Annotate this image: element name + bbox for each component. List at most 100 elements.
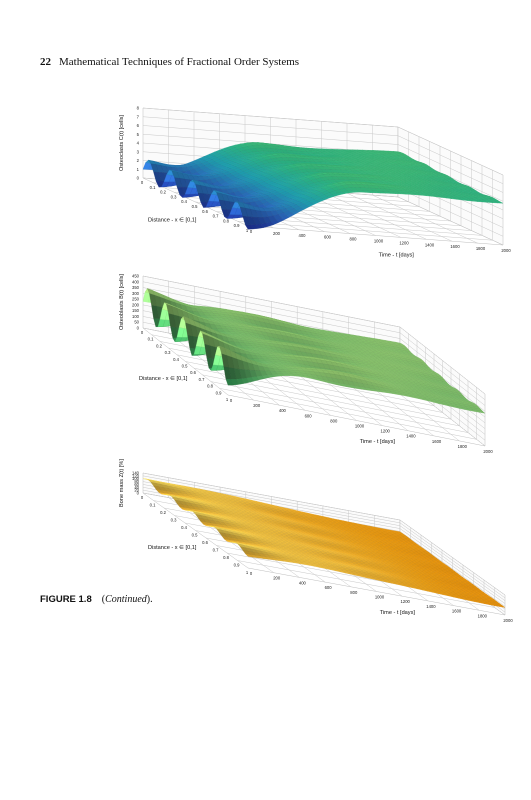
x-axis-label: Distance - x ∈ [0,1] (139, 375, 188, 382)
x-tick-label: 0.4 (173, 357, 179, 362)
surface-plot-2: 05010015020025030035040045000.10.20.30.4… (119, 274, 493, 455)
z-tick-label: 0 (137, 491, 140, 496)
z-tick-label: 100 (132, 476, 140, 481)
x-tick-label: 0.3 (165, 350, 171, 355)
running-head: 22 Mathematical Techniques of Fractional … (40, 56, 299, 68)
z-tick-label: 400 (132, 279, 140, 284)
z-tick-label: 3 (137, 149, 140, 154)
t-tick-label: 200 (253, 403, 261, 408)
z-tick-label: 0 (137, 326, 140, 331)
t-tick-label: 1200 (399, 240, 409, 245)
x-tick-label: 0.5 (182, 364, 188, 369)
t-axis-label: Time - t [days] (380, 610, 416, 616)
t-tick-label: 200 (273, 576, 281, 581)
t-tick-label: 1400 (426, 604, 436, 609)
t-tick-label: 600 (305, 413, 313, 418)
z-tick-label: 150 (132, 308, 140, 313)
x-tick-label: 0.7 (213, 548, 219, 553)
x-tick-label: 0.1 (150, 503, 156, 508)
z-tick-label: 0 (137, 176, 140, 181)
x-tick-label: 0.4 (181, 199, 187, 204)
x-tick-label: 0.6 (190, 370, 196, 375)
x-tick-label: 0.8 (223, 555, 229, 560)
x-tick-label: 0.1 (148, 337, 154, 342)
x-tick-label: 0.2 (160, 190, 166, 195)
surface-plot-3: 02040608010012014000.10.20.30.40.50.60.7… (119, 459, 513, 623)
t-tick-label: 800 (350, 237, 358, 242)
t-tick-label: 200 (273, 231, 281, 236)
z-tick-label: 250 (132, 297, 140, 302)
z-tick-label: 350 (132, 285, 140, 290)
surface-mesh-1 (142, 142, 504, 230)
z-tick-label: 40 (134, 485, 139, 490)
z-tick-label: 7 (137, 114, 140, 119)
figure-caption: FIGURE 1.8 (Continued). (40, 594, 153, 605)
z-tick-label: 120 (132, 473, 140, 478)
t-tick-label: 1600 (450, 244, 460, 249)
x-tick-label: 0.5 (192, 204, 198, 209)
t-tick-label: 1800 (476, 246, 486, 251)
t-tick-label: 1800 (478, 613, 488, 618)
t-tick-label: 800 (350, 590, 358, 595)
z-tick-label: 200 (132, 302, 140, 307)
caption-open: ( (101, 594, 106, 605)
caption-close: ). (146, 594, 153, 605)
t-tick-label: 1600 (452, 609, 462, 614)
t-tick-label: 1000 (355, 424, 365, 429)
z-tick-label: 450 (132, 274, 140, 279)
x-tick-label: 0 (141, 330, 144, 335)
x-tick-label: 0.9 (234, 563, 240, 568)
z-tick-label: 300 (132, 291, 140, 296)
z-tick-label: 5 (137, 132, 140, 137)
figure-label: FIGURE 1.8 (40, 594, 92, 605)
t-tick-label: 0 (250, 571, 253, 576)
x-tick-label: 0.3 (171, 518, 177, 523)
x-axis-label: Distance - x ∈ [0,1] (148, 544, 197, 551)
t-tick-label: 1400 (425, 242, 435, 247)
z-axis-label: Bone mass Z(t) [%] (119, 459, 125, 507)
z-axis-label: Osteoclasts C(t) [cells] (119, 115, 125, 171)
t-axis-label: Time - t [days] (379, 252, 415, 258)
x-tick-label: 1 (246, 570, 249, 575)
x-tick-label: 0.7 (213, 214, 219, 219)
t-tick-label: 800 (330, 418, 338, 423)
z-tick-label: 6 (137, 123, 140, 128)
t-tick-label: 1200 (381, 429, 391, 434)
x-tick-label: 0.8 (207, 384, 213, 389)
z-tick-label: 20 (134, 488, 139, 493)
z-tick-label: 4 (137, 141, 140, 146)
x-tick-label: 1 (226, 397, 229, 402)
z-tick-label: 60 (134, 482, 139, 487)
tick-labels-3: 02040608010012014000.10.20.30.40.50.60.7… (132, 471, 513, 624)
t-tick-label: 2000 (483, 449, 493, 454)
x-tick-label: 0.7 (199, 377, 205, 382)
x-tick-label: 0.9 (234, 223, 240, 228)
x-tick-label: 0.6 (202, 540, 208, 545)
t-tick-label: 0 (250, 229, 253, 234)
t-tick-label: 2000 (503, 618, 513, 623)
x-axis-label: Distance - x ∈ [0,1] (148, 217, 197, 224)
x-tick-label: 0 (141, 495, 144, 500)
x-tick-label: 0.5 (192, 533, 198, 538)
x-tick-label: 0.8 (223, 218, 229, 223)
t-tick-label: 1000 (374, 239, 384, 244)
t-tick-label: 1000 (375, 595, 385, 600)
z-tick-label: 80 (134, 479, 139, 484)
t-tick-label: 400 (299, 233, 307, 238)
t-tick-label: 400 (299, 580, 307, 585)
x-tick-label: 0.2 (160, 510, 166, 515)
t-tick-label: 1600 (432, 439, 442, 444)
t-tick-label: 2000 (501, 248, 511, 253)
x-tick-label: 0.1 (150, 185, 156, 190)
t-tick-label: 600 (324, 235, 332, 240)
x-tick-label: 1 (246, 228, 249, 233)
z-tick-label: 50 (134, 320, 139, 325)
tick-labels-2: 05010015020025030035040045000.10.20.30.4… (132, 274, 493, 455)
x-tick-label: 0.4 (181, 525, 187, 530)
page-number: 22 (40, 56, 51, 68)
running-title: Mathematical Techniques of Fractional Or… (59, 56, 300, 68)
z-tick-label: 140 (132, 471, 140, 476)
x-tick-label: 0.3 (171, 194, 177, 199)
